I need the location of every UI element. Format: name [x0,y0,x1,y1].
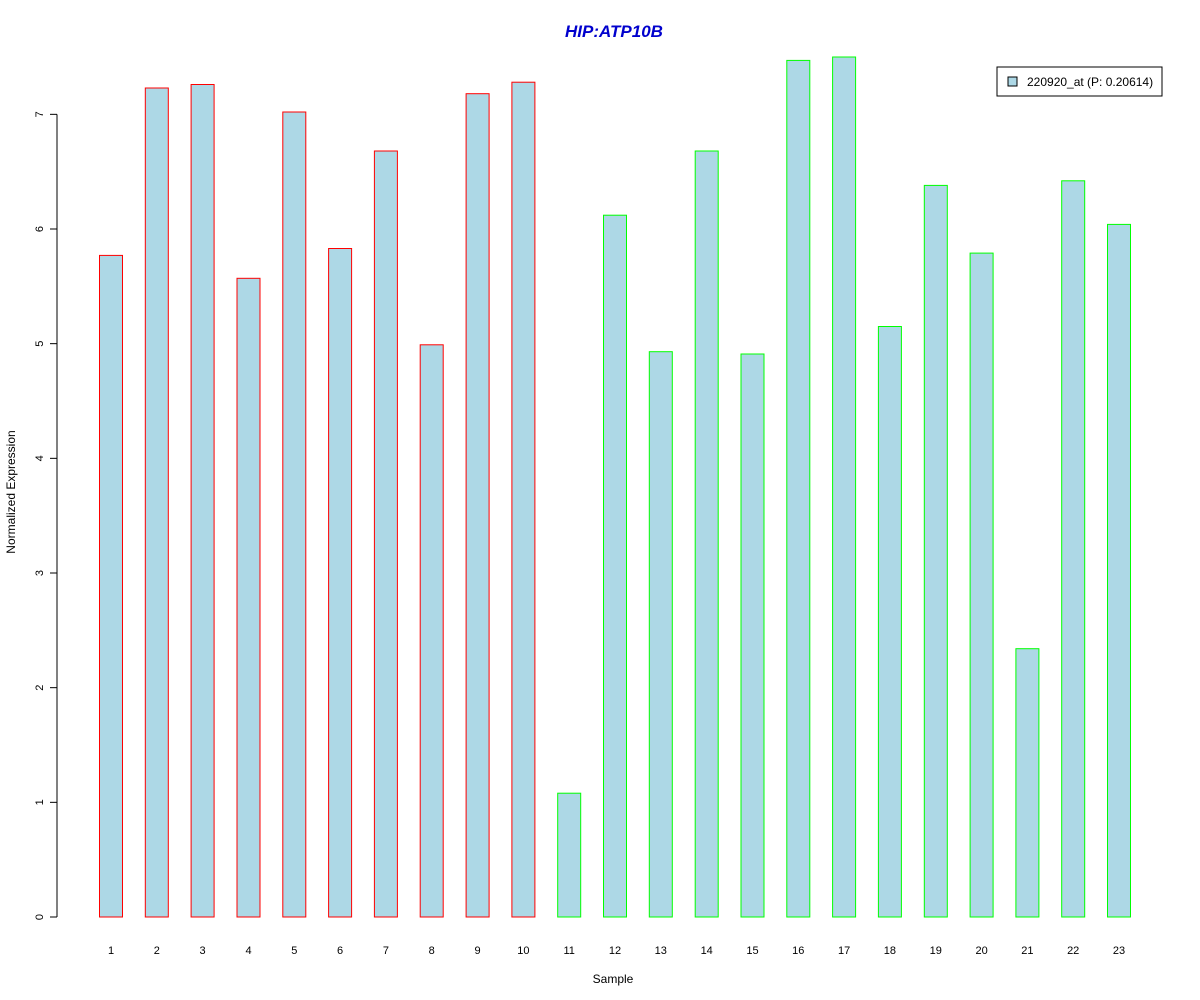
bar-sample-5 [282,111,307,918]
x-axis-title: Sample [593,972,634,986]
x-tick-label: 2 [154,945,160,957]
y-tick-label: 0 [34,914,46,920]
legend-label: 220920_at (P: 0.20614) [1027,75,1153,89]
x-tick-label: 13 [655,945,667,957]
bar-sample-19 [923,184,948,918]
bar-sample-14 [694,150,719,918]
bar-sample-13 [648,351,673,918]
x-tick-label: 19 [930,945,942,957]
bar-sample-9 [465,93,490,918]
bar-sample-22 [1061,180,1086,918]
x-tick-label: 18 [884,945,896,957]
bar-sample-7 [373,150,398,918]
bar-sample-18 [877,326,902,918]
y-tick-label: 1 [34,799,46,805]
bar-sample-1 [99,254,123,918]
y-axis: 0 1 2 3 4 5 6 7 [34,111,58,920]
x-tick-label: 14 [701,945,713,957]
x-tick-label: 12 [609,945,621,957]
x-tick-label: 1 [108,945,114,957]
bar-sample-15 [740,353,765,918]
y-tick-label: 7 [34,111,46,117]
y-tick-label: 3 [34,570,46,576]
bar-sample-23 [1107,223,1131,918]
x-tick-label: 10 [517,945,529,957]
y-tick-label: 5 [34,341,46,347]
bar-sample-4 [236,277,261,918]
x-tick-labels: 1 2 3 4 5 6 7 8 9 10 11 12 13 14 15 16 17 18 19 20 21 22 23 [108,945,1125,957]
x-tick-label: 15 [746,945,758,957]
x-tick-label: 5 [291,945,297,957]
y-tick-label: 4 [34,455,46,461]
x-tick-label: 20 [975,945,987,957]
x-tick-label: 3 [200,945,206,957]
bar-sample-6 [328,248,353,918]
bar-sample-17 [832,56,857,918]
x-tick-label: 9 [475,945,481,957]
x-tick-label: 17 [838,945,850,957]
bar-sample-12 [603,214,627,918]
y-tick-label: 2 [34,685,46,691]
bar-sample-11 [557,792,582,918]
x-tick-label: 7 [383,945,389,957]
bar-sample-21 [1015,648,1040,918]
bars [99,56,1131,918]
bar-sample-10 [511,81,536,918]
x-tick-label: 22 [1067,945,1079,957]
y-tick-label: 6 [34,226,46,232]
legend: 220920_at (P: 0.20614) [996,66,1163,97]
x-tick-label: 4 [245,945,251,957]
y-axis-title: Normalized Expression [4,430,18,553]
x-tick-label: 16 [792,945,804,957]
x-tick-label: 8 [429,945,435,957]
legend-box [996,66,1163,97]
chart-title: HIP:ATP10B [565,22,663,41]
x-tick-label: 6 [337,945,343,957]
bar-sample-20 [969,252,994,918]
x-tick-label: 11 [563,945,574,957]
x-tick-label: 21 [1021,945,1033,957]
bar-sample-8 [419,344,444,918]
bar-sample-2 [144,87,169,918]
bar-sample-3 [190,84,215,918]
x-tick-label: 23 [1113,945,1125,957]
legend-swatch [1007,76,1018,87]
bar-sample-16 [786,59,811,918]
